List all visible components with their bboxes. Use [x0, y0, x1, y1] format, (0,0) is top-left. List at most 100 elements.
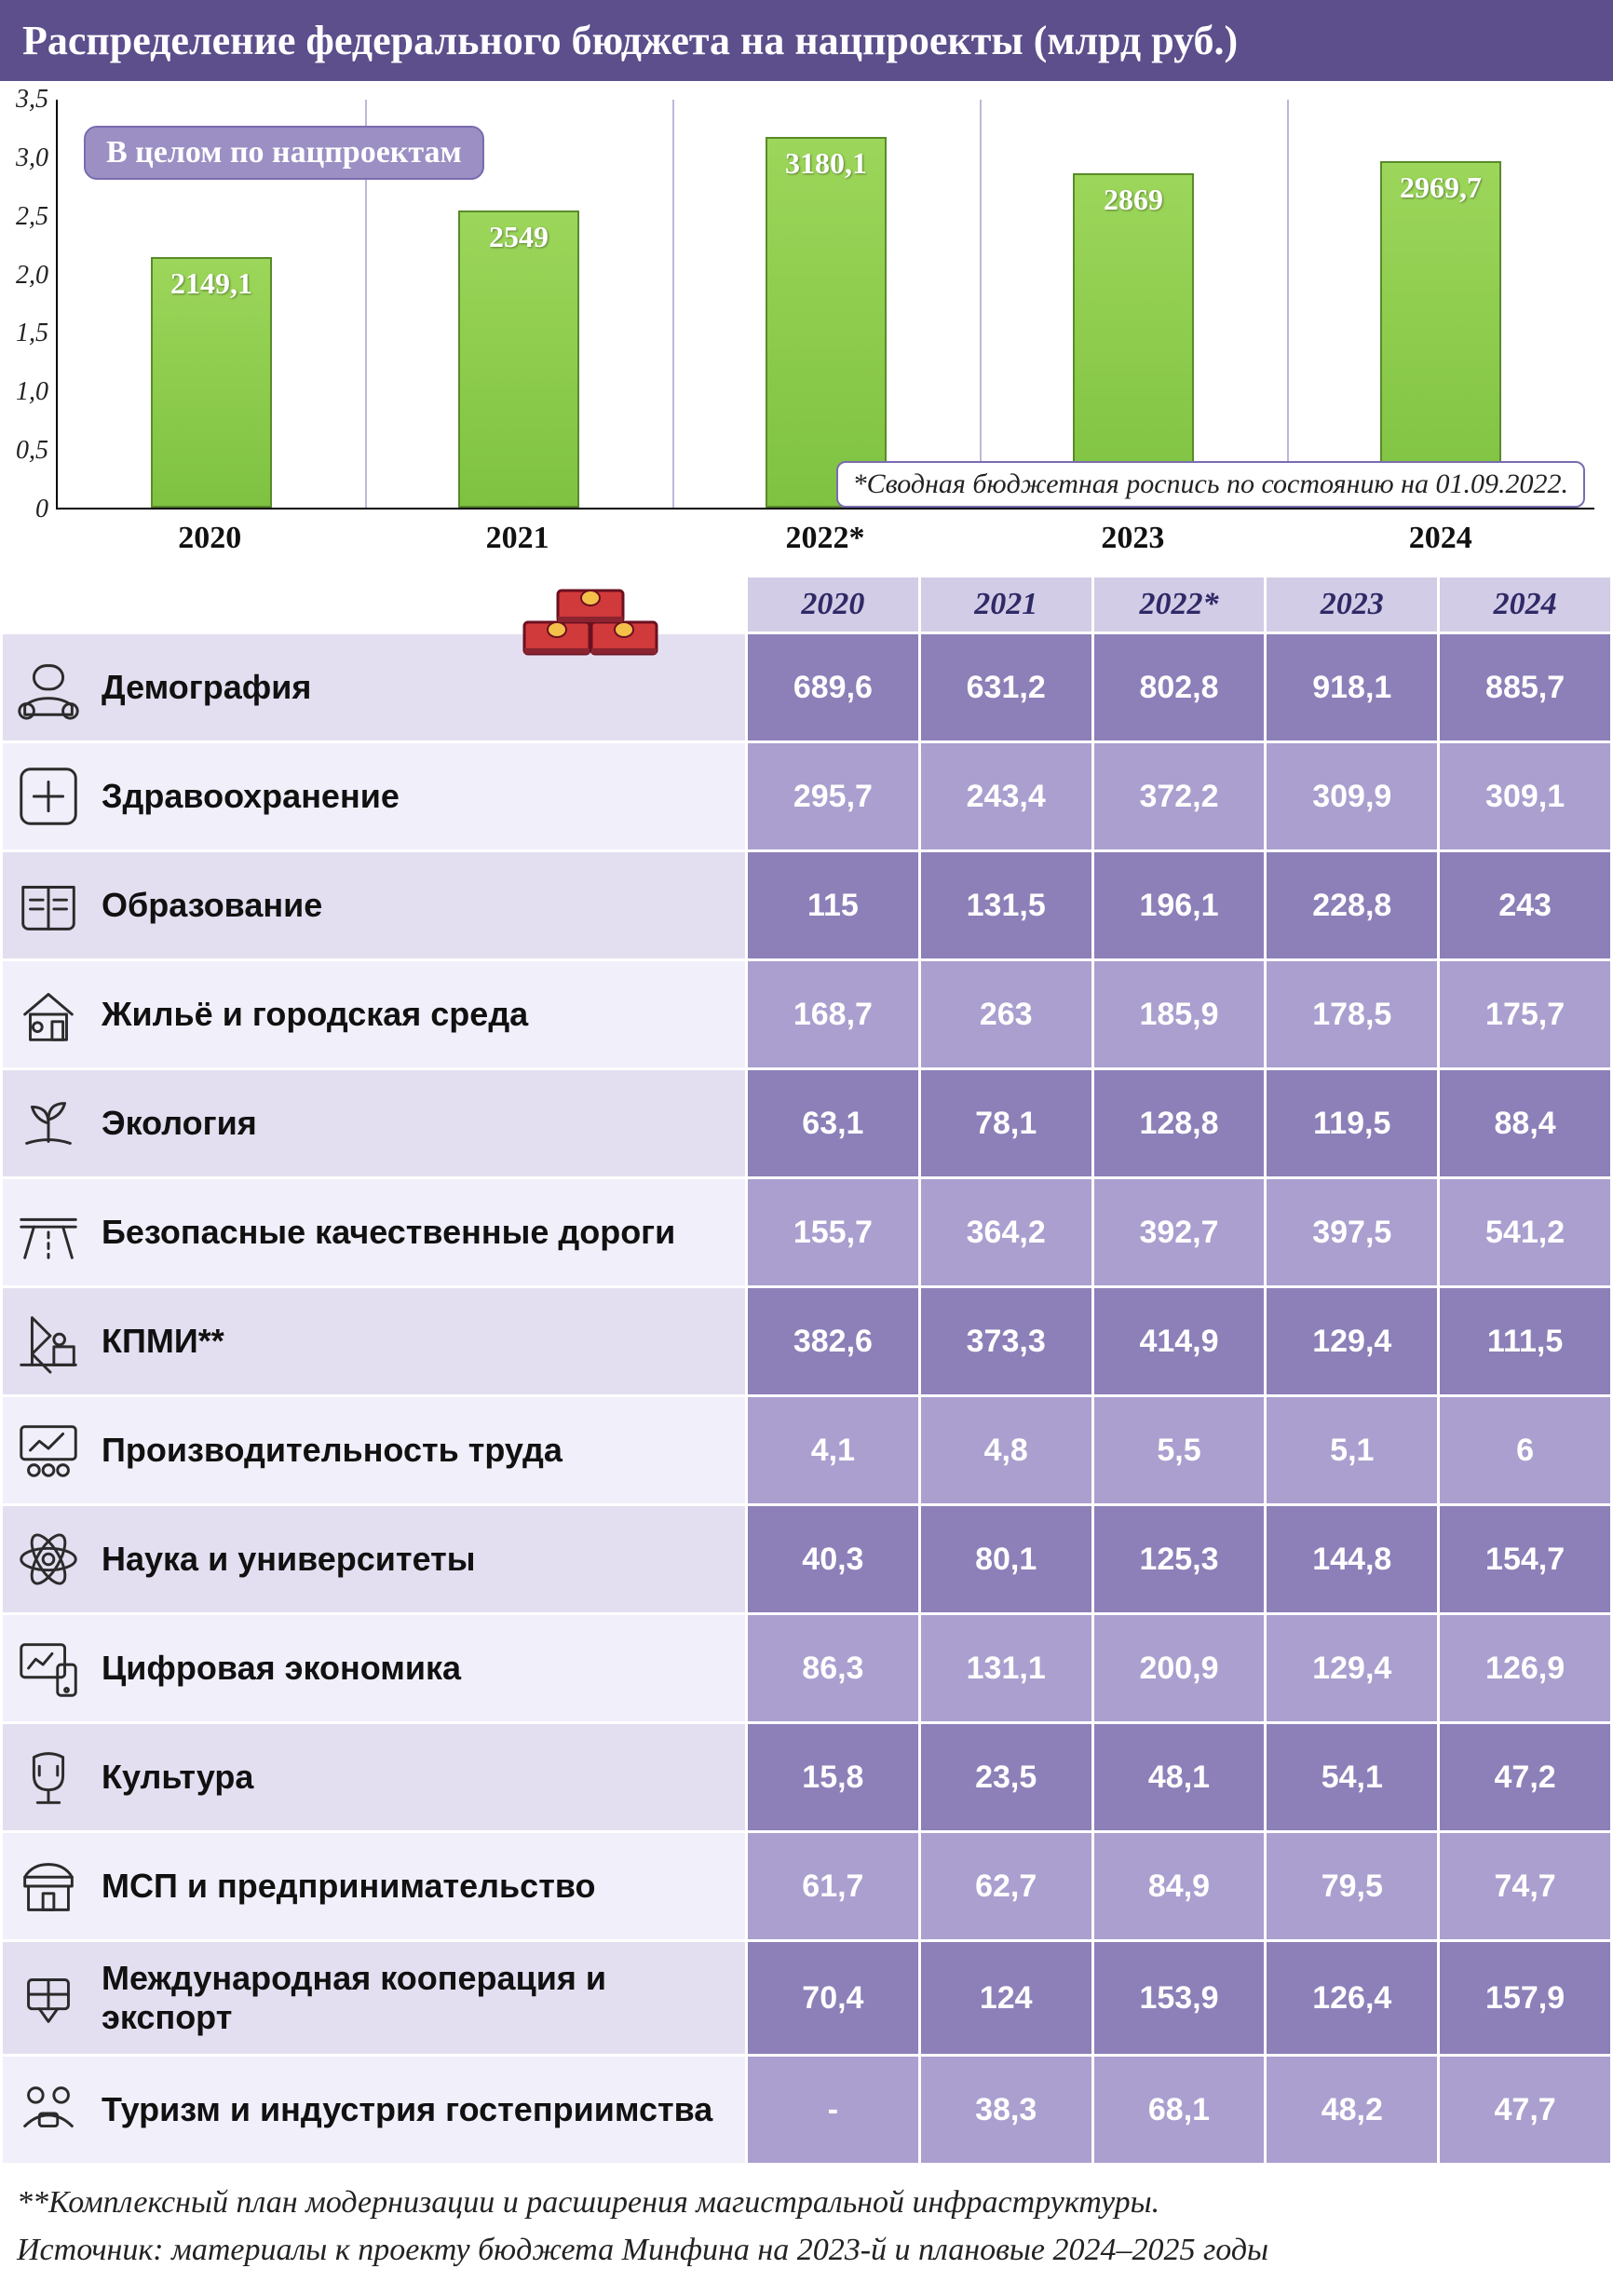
value-cell: 48,1: [1092, 1723, 1266, 1832]
row-label: Образование: [102, 886, 322, 925]
value-cell: 175,7: [1439, 960, 1612, 1069]
row-label: Жильё и городская среда: [102, 995, 528, 1034]
value-cell: 157,9: [1439, 1941, 1612, 2056]
value-cell: 62,7: [919, 1832, 1092, 1941]
value-cell: -: [747, 2056, 920, 2165]
row-name-cell: Экология: [2, 1069, 747, 1178]
value-cell: 802,8: [1092, 633, 1266, 742]
y-tick-label: 0,5: [16, 436, 48, 466]
value-cell: 40,3: [747, 1505, 920, 1614]
value-cell: 129,4: [1266, 1614, 1439, 1723]
value-cell: 541,2: [1439, 1178, 1612, 1287]
value-cell: 243: [1439, 851, 1612, 960]
value-cell: 119,5: [1266, 1069, 1439, 1178]
digital-icon: [12, 1632, 85, 1705]
table-row: Жильё и городская среда168,7263185,9178,…: [2, 960, 1612, 1069]
value-cell: 80,1: [919, 1505, 1092, 1614]
y-tick-label: 2,5: [16, 202, 48, 232]
value-cell: 4,8: [919, 1396, 1092, 1505]
y-tick-label: 0: [35, 495, 48, 524]
bar: 2969,7: [1380, 161, 1501, 508]
value-cell: 79,5: [1266, 1832, 1439, 1941]
header-year: 2023: [1266, 577, 1439, 633]
row-label: Цифровая экономика: [102, 1649, 461, 1688]
value-cell: 155,7: [747, 1178, 920, 1287]
value-cell: 126,9: [1439, 1614, 1612, 1723]
value-cell: 70,4: [747, 1941, 920, 2056]
export-icon: [12, 1962, 85, 2034]
row-name-cell: Здравоохранение: [2, 742, 747, 851]
x-tick-label: 2020: [178, 521, 241, 556]
money-stack-icon: [506, 566, 673, 669]
header-year: 2021: [919, 577, 1092, 633]
row-name-cell: Туризм и индустрия гостеприимства: [2, 2056, 747, 2165]
row-label: Демография: [102, 668, 311, 707]
x-tick-label: 2023: [1101, 521, 1164, 556]
value-cell: 48,2: [1266, 2056, 1439, 2165]
row-name-cell: Наука и университеты: [2, 1505, 747, 1614]
value-cell: 47,7: [1439, 2056, 1612, 2165]
value-cell: 178,5: [1266, 960, 1439, 1069]
table-row: Здравоохранение295,7243,4372,2309,9309,1: [2, 742, 1612, 851]
bar-chart: В целом по нацпроектам 00,51,01,52,02,53…: [0, 81, 1613, 575]
table-row: Производительность труда4,14,85,55,16: [2, 1396, 1612, 1505]
value-cell: 243,4: [919, 742, 1092, 851]
value-cell: 124: [919, 1941, 1092, 2056]
header-year: 2020: [747, 577, 920, 633]
value-cell: 5,1: [1266, 1396, 1439, 1505]
header-year: 2024: [1439, 577, 1612, 633]
value-cell: 115: [747, 851, 920, 960]
row-name-cell: Цифровая экономика: [2, 1614, 747, 1723]
ecology-icon: [12, 1087, 85, 1160]
gridline: [1287, 100, 1289, 508]
value-cell: 68,1: [1092, 2056, 1266, 2165]
row-label: Экология: [102, 1104, 257, 1143]
value-cell: 23,5: [919, 1723, 1092, 1832]
value-cell: 392,7: [1092, 1178, 1266, 1287]
bar: 3180,1: [766, 137, 887, 508]
table-row: Экология63,178,1128,8119,588,4: [2, 1069, 1612, 1178]
infra-icon: [12, 1305, 85, 1378]
table-row: Цифровая экономика86,3131,1200,9129,4126…: [2, 1614, 1612, 1723]
bar-value-label: 2149,1: [170, 266, 252, 301]
row-name-cell: Безопасные качественные дороги: [2, 1178, 747, 1287]
budget-table: 2020 2021 2022* 2023 2024 Демография689,…: [0, 575, 1613, 2166]
value-cell: 631,2: [919, 633, 1092, 742]
row-name-cell: КПМИ**: [2, 1287, 747, 1396]
row-label: Культура: [102, 1758, 253, 1797]
education-icon: [12, 869, 85, 942]
row-name-cell: МСП и предпринимательство: [2, 1832, 747, 1941]
row-label: КПМИ**: [102, 1322, 224, 1361]
value-cell: 689,6: [747, 633, 920, 742]
y-tick-label: 3,0: [16, 143, 48, 173]
chart-footnote: *Сводная бюджетная роспись по состоянию …: [836, 461, 1585, 508]
value-cell: 263: [919, 960, 1092, 1069]
value-cell: 54,1: [1266, 1723, 1439, 1832]
value-cell: 74,7: [1439, 1832, 1612, 1941]
value-cell: 295,7: [747, 742, 920, 851]
value-cell: 372,2: [1092, 742, 1266, 851]
page-title: Распределение федерального бюджета на на…: [0, 0, 1613, 81]
footnotes: **Комплексный план модернизации и расшир…: [0, 2166, 1613, 2296]
value-cell: 918,1: [1266, 633, 1439, 742]
table-row: Наука и университеты40,380,1125,3144,815…: [2, 1505, 1612, 1614]
table-row: Международная кооперация и экспорт70,412…: [2, 1941, 1612, 2056]
value-cell: 63,1: [747, 1069, 920, 1178]
bar-value-label: 2869: [1104, 183, 1163, 217]
value-cell: 200,9: [1092, 1614, 1266, 1723]
culture-icon: [12, 1741, 85, 1814]
footnote-source: Источник: материалы к проекту бюджета Ми…: [17, 2226, 1596, 2274]
value-cell: 364,2: [919, 1178, 1092, 1287]
value-cell: 168,7: [747, 960, 920, 1069]
demography-icon: [12, 651, 85, 724]
value-cell: 47,2: [1439, 1723, 1612, 1832]
productivity-icon: [12, 1414, 85, 1487]
tourism-icon: [12, 2073, 85, 2146]
value-cell: 5,5: [1092, 1396, 1266, 1505]
y-tick-label: 1,0: [16, 377, 48, 407]
value-cell: 885,7: [1439, 633, 1612, 742]
table-row: Туризм и индустрия гостеприимства-38,368…: [2, 2056, 1612, 2165]
bar: 2869: [1073, 173, 1194, 508]
sme-icon: [12, 1850, 85, 1922]
x-tick-label: 2021: [486, 521, 549, 556]
